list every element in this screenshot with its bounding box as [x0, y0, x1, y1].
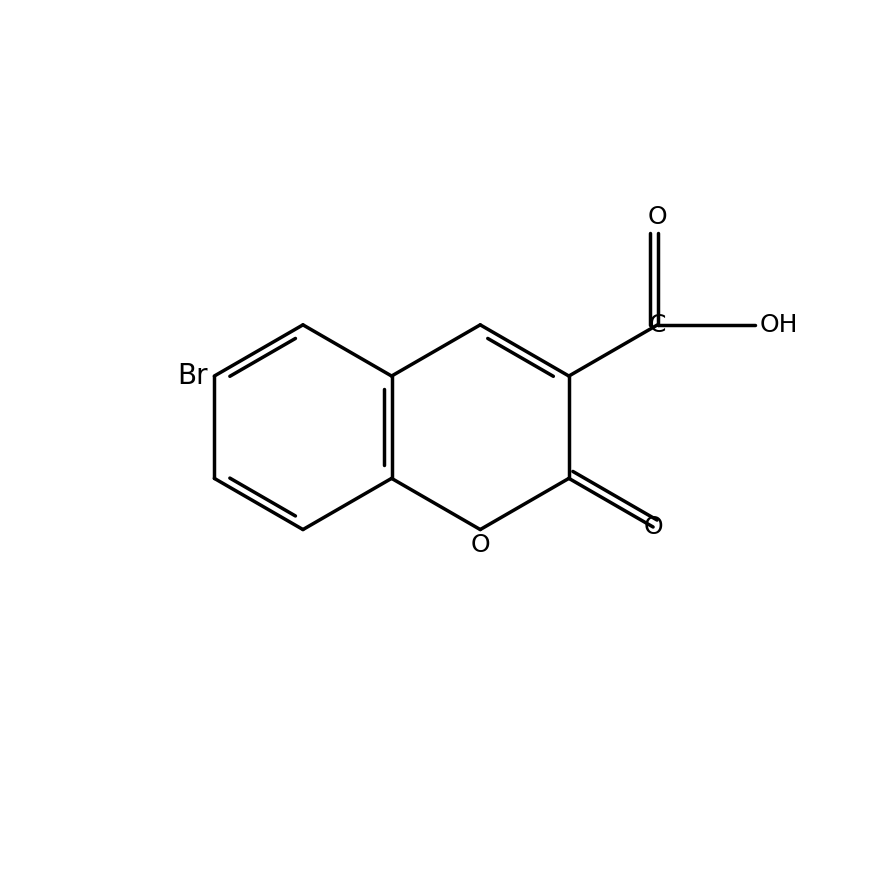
Text: O: O: [471, 533, 490, 557]
Text: OH: OH: [759, 313, 797, 336]
Text: C: C: [649, 313, 667, 336]
Text: O: O: [648, 206, 668, 229]
Text: Br: Br: [177, 362, 208, 390]
Text: O: O: [643, 515, 663, 539]
